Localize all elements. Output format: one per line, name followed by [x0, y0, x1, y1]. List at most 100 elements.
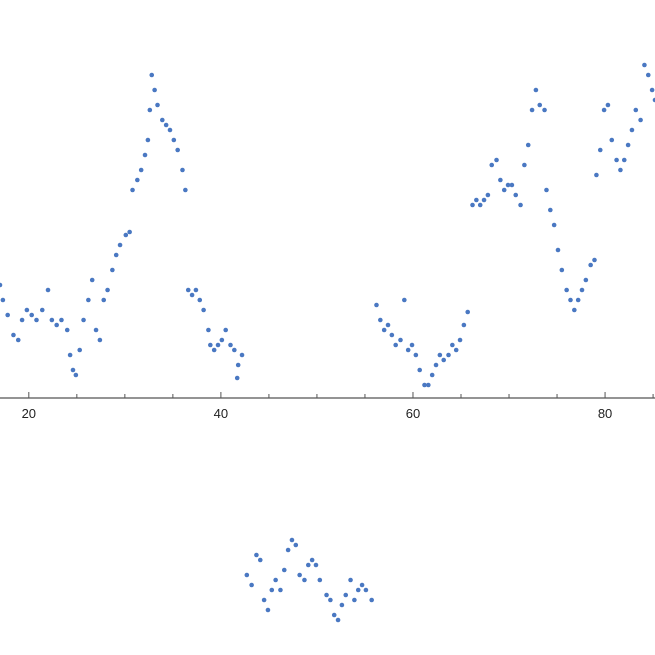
data-point — [405, 347, 411, 353]
data-point — [426, 382, 431, 388]
data-point — [633, 107, 639, 113]
data-point — [583, 277, 589, 283]
data-point — [34, 317, 39, 323]
data-point — [127, 229, 132, 235]
data-point — [67, 352, 73, 358]
data-point — [477, 202, 483, 208]
data-point — [93, 327, 99, 333]
x-tick-labels: 20 40 60 80 — [22, 406, 613, 421]
data-point — [533, 87, 539, 93]
data-point — [117, 242, 123, 248]
data-point — [450, 342, 455, 348]
data-point — [335, 617, 341, 623]
data-point — [498, 177, 503, 183]
data-point — [328, 597, 333, 603]
data-point — [123, 232, 129, 238]
x-tick-label-60: 60 — [406, 406, 420, 421]
data-point — [393, 342, 398, 348]
data-point — [81, 317, 86, 323]
data-point — [625, 142, 631, 148]
data-point — [575, 297, 581, 303]
data-point — [167, 127, 173, 133]
x-tick-label-40: 40 — [214, 406, 228, 421]
data-point — [219, 337, 225, 343]
data-point — [163, 122, 169, 128]
data-point — [522, 162, 527, 168]
data-point — [70, 367, 76, 373]
data-point — [542, 107, 547, 113]
data-point — [621, 157, 627, 163]
data-point — [15, 337, 21, 343]
data-point — [339, 602, 345, 608]
data-point — [446, 352, 451, 358]
data-point — [385, 322, 391, 328]
data-point — [189, 292, 195, 298]
data-point — [605, 102, 611, 108]
data-point — [0, 282, 3, 288]
data-point — [402, 297, 407, 303]
data-point — [278, 587, 283, 593]
data-point — [568, 297, 573, 303]
data-point — [441, 357, 447, 363]
data-point — [324, 592, 329, 598]
data-point — [110, 267, 115, 273]
data-point — [437, 352, 443, 358]
data-point — [235, 362, 241, 368]
data-point — [618, 167, 623, 173]
data-point — [378, 317, 383, 323]
data-point — [45, 287, 51, 293]
data-point — [64, 327, 70, 333]
data-point — [59, 317, 64, 323]
data-point — [429, 372, 435, 378]
data-point — [481, 197, 487, 203]
data-point — [201, 307, 206, 313]
data-point — [433, 362, 439, 368]
data-point — [544, 187, 549, 193]
data-point — [518, 202, 523, 208]
data-point — [579, 287, 585, 293]
data-point — [281, 567, 287, 573]
data-point — [461, 322, 467, 328]
data-point — [244, 572, 250, 578]
data-point — [249, 582, 254, 588]
data-point — [175, 147, 180, 153]
data-point — [537, 102, 543, 108]
data-point — [135, 177, 140, 183]
data-point — [77, 347, 83, 353]
data-point — [211, 347, 217, 353]
data-point — [509, 182, 515, 188]
data-point — [101, 297, 107, 303]
data-point — [594, 172, 599, 178]
data-point — [147, 107, 153, 113]
data-point — [331, 612, 337, 618]
data-point — [381, 327, 387, 333]
data-point — [261, 597, 267, 603]
data-point — [254, 552, 259, 558]
data-point — [269, 587, 275, 593]
data-point — [171, 137, 177, 143]
data-point — [149, 72, 155, 78]
data-point — [86, 297, 91, 303]
data-point — [89, 277, 95, 283]
data-point — [138, 167, 144, 173]
x-axis — [0, 392, 655, 399]
data-point — [417, 367, 422, 373]
data-point — [597, 147, 603, 153]
data-point — [629, 127, 635, 133]
data-point — [49, 317, 55, 323]
x-tick-label-20: 20 — [22, 406, 36, 421]
data-point — [363, 587, 369, 593]
data-point — [265, 607, 271, 613]
data-point — [642, 62, 647, 68]
data-point — [564, 287, 569, 293]
data-point — [409, 342, 415, 348]
data-point — [208, 342, 213, 348]
data-point — [343, 592, 349, 598]
data-points — [0, 62, 655, 623]
data-point — [0, 297, 6, 303]
data-point — [369, 597, 374, 603]
data-point — [474, 197, 479, 203]
data-point — [638, 117, 643, 123]
data-point — [389, 332, 395, 338]
